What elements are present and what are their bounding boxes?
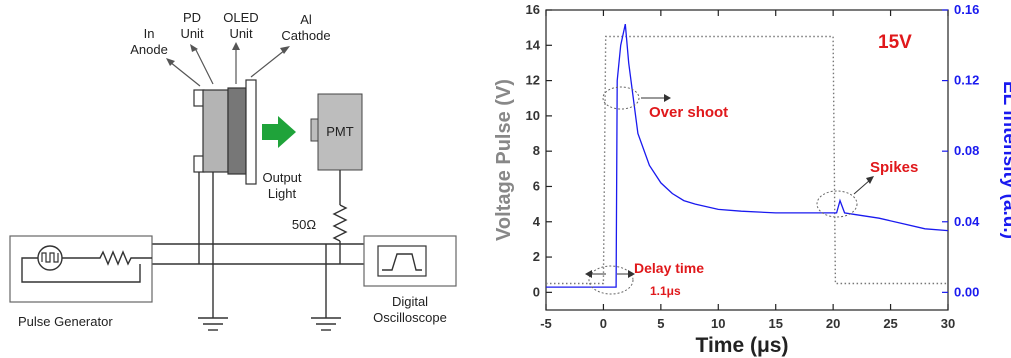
y-axis-right: 0.00 0.04 0.08 0.12 0.16 <box>942 2 980 299</box>
x-tick-label: 5 <box>657 316 664 331</box>
y-right-tick-label: 0.00 <box>954 284 979 299</box>
generator-return-wire <box>21 257 141 283</box>
y-left-tick-label: 0 <box>533 284 540 299</box>
y-left-tick-label: 4 <box>533 214 541 229</box>
delay-time-label: Delay time <box>634 260 704 276</box>
voltage-tag: 15V <box>878 32 912 53</box>
delay-arrowhead-left <box>585 270 592 278</box>
ground-symbol-right <box>311 317 341 331</box>
label-output-light-2: Light <box>268 186 297 201</box>
label-oled-unit-2: Unit <box>229 26 253 41</box>
spikes-circle <box>816 190 858 218</box>
resistor-label: 50Ω <box>292 217 316 232</box>
y-left-tick-label: 16 <box>526 2 540 17</box>
label-pd-unit-1: PD <box>183 10 201 25</box>
x-tick-label: 15 <box>768 316 782 331</box>
pmt-body <box>317 93 363 171</box>
x-axis: -5 0 5 10 15 20 25 30 <box>540 10 955 331</box>
y-left-tick-label: 10 <box>526 108 540 123</box>
label-output-light-1: Output <box>262 170 301 185</box>
x-tick-label: 10 <box>711 316 725 331</box>
oscilloscope-screen <box>377 245 427 277</box>
delay-arrowhead-right <box>628 270 635 278</box>
y-right-tick-label: 0.08 <box>954 143 979 158</box>
square-wave-icon <box>41 252 59 263</box>
overshoot-label: Over shoot <box>649 104 728 121</box>
oled-unit-block <box>227 87 247 175</box>
pointer-arrowheads <box>166 42 290 66</box>
y-left-tick-label: 2 <box>533 249 540 264</box>
x-tick-label: 25 <box>883 316 897 331</box>
el-intensity-line <box>546 23 949 288</box>
oscilloscope-waveform-icon <box>382 253 422 271</box>
oscilloscope-label-1: Digital <box>392 294 428 309</box>
y-axis-left-title: Voltage Pulse (V) <box>493 79 515 241</box>
label-pointers <box>169 47 286 87</box>
ground-symbol-left <box>198 317 228 331</box>
overshoot-arrowhead <box>664 94 671 102</box>
spikes-arrowhead <box>866 176 874 184</box>
al-cathode-layer <box>245 79 257 185</box>
y-right-tick-label: 0.04 <box>954 214 980 229</box>
y-left-tick-label: 12 <box>526 73 540 88</box>
overshoot-circle <box>602 86 640 110</box>
y-axis-right-title: EL intensity (a.u.) <box>999 81 1011 239</box>
plot-frame <box>545 9 949 311</box>
label-pd-unit-2: Unit <box>180 26 204 41</box>
x-tick-label: -5 <box>540 316 552 331</box>
y-right-tick-label: 0.12 <box>954 73 979 88</box>
pd-unit-block <box>202 89 229 173</box>
circuit-wires <box>20 170 366 318</box>
spikes-label: Spikes <box>870 159 918 176</box>
y-axis-left: 0 2 4 6 8 10 12 14 16 <box>526 2 552 299</box>
x-tick-label: 30 <box>941 316 955 331</box>
x-axis-title: Time (μs) <box>696 334 789 357</box>
label-al-cathode-1: Al <box>300 12 312 27</box>
delay-value-label: 1.1μs <box>650 284 681 298</box>
setup-diagram: In Anode PD Unit OLED Unit Al Cathode Ou… <box>9 10 457 331</box>
pulse-generator-box <box>9 235 153 303</box>
y-left-tick-label: 14 <box>526 37 541 52</box>
spikes-arrow <box>853 179 871 195</box>
generator-resistor <box>62 250 152 266</box>
oscilloscope-label-2: Oscilloscope <box>373 310 447 325</box>
y-right-tick-label: 0.16 <box>954 2 979 17</box>
label-in-anode-2: Anode <box>130 42 168 57</box>
x-tick-label: 0 <box>600 316 607 331</box>
pulse-generator-label: Pulse Generator <box>18 314 113 329</box>
pmt-label: PMT <box>326 124 354 139</box>
series-layer <box>546 23 949 288</box>
label-in-anode-1: In <box>144 26 155 41</box>
x-tick-label: 20 <box>826 316 840 331</box>
y-left-tick-label: 6 <box>533 178 540 193</box>
light-emission-arrow <box>262 116 296 148</box>
delay-circle <box>588 265 634 295</box>
y-left-tick-label: 8 <box>533 143 540 158</box>
label-oled-unit-1: OLED <box>223 10 258 25</box>
label-al-cathode-2: Cathode <box>281 28 330 43</box>
